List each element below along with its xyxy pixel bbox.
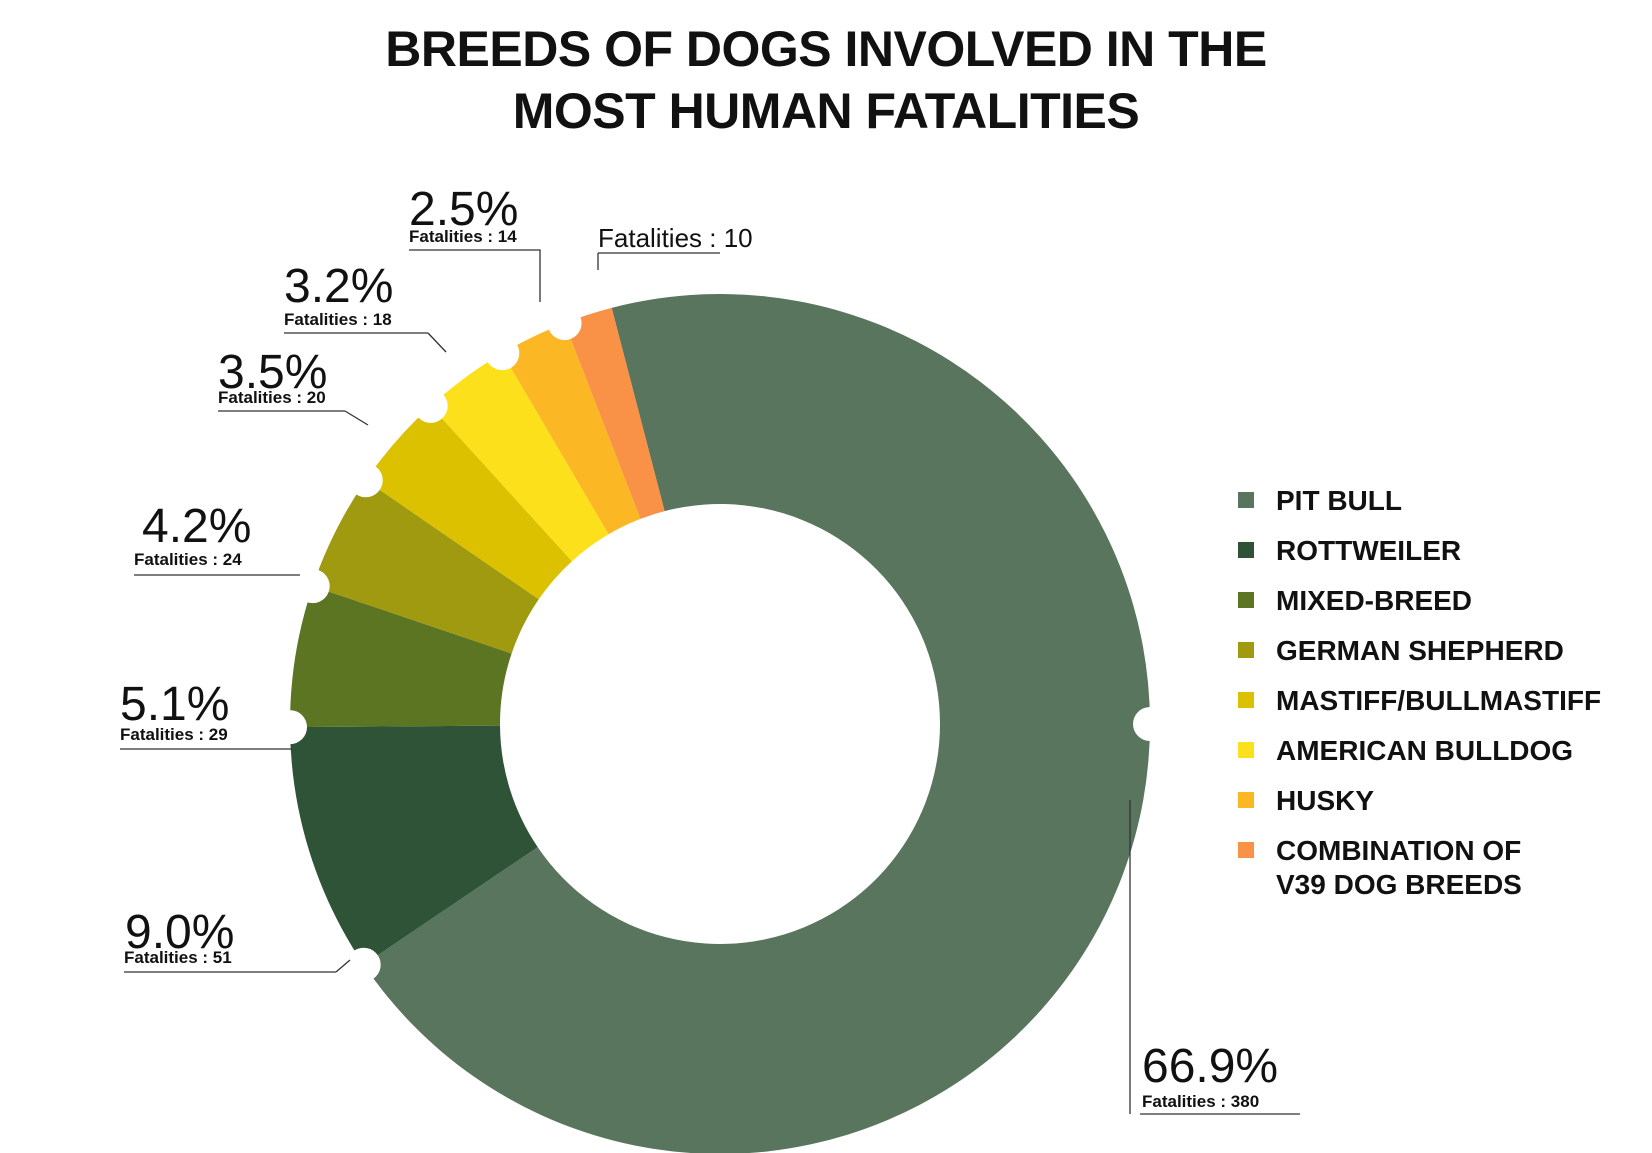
chart-title-line-1: BREEDS OF DOGS INVOLVED IN THE xyxy=(385,21,1267,77)
fatalities-label-pit-bull: Fatalities : 380 xyxy=(1142,1092,1259,1111)
legend-item-combination-of-v39-dog-breeds: COMBINATION OF V39 DOG BREEDS xyxy=(1238,834,1636,902)
legend: PIT BULL ROTTWEILER MIXED-BREED GERMAN SHEP… xyxy=(1238,484,1636,918)
legend-label-rottweiler: ROTTWEILER xyxy=(1276,535,1462,566)
notch-layer xyxy=(273,306,1167,982)
slice-husky xyxy=(502,323,641,535)
slice-pit-bull xyxy=(363,294,1150,1153)
chart-title-line-2: MOST HUMAN FATALITIES xyxy=(512,83,1140,139)
slice-german-shepherd xyxy=(312,480,539,654)
legend-swatch-mixed-breed xyxy=(1238,592,1254,608)
legend-label-mastiff-bullmastiff: MASTIFF/BULLMASTIFF xyxy=(1276,685,1602,716)
leader-line-rottweiler xyxy=(335,959,351,973)
legend-item-rottweiler: ROTTWEILER xyxy=(1238,534,1636,568)
notch-german-shepherd xyxy=(295,569,330,604)
slices-layer xyxy=(290,294,1150,1153)
legend-item-mixed-breed: MIXED-BREED xyxy=(1238,584,1636,618)
legend-item-pit-bull: PIT BULL xyxy=(1238,484,1636,518)
percent-label-pit-bull: 66.9% xyxy=(1142,1040,1278,1093)
legend-swatch-pit-bull xyxy=(1238,492,1254,508)
fatalities-label-husky: Fatalities : 14 xyxy=(409,227,517,246)
fatalities-label-combination-of-v39-dog-breeds: Fatalities : 10 xyxy=(598,223,753,253)
chart-title: BREEDS OF DOGS INVOLVED IN THE MOST HUMA… xyxy=(0,18,1652,142)
percent-label-mixed-breed: 5.1% xyxy=(120,678,229,731)
notch-rottweiler xyxy=(346,947,381,982)
legend-label-german-shepherd: GERMAN SHEPHERD xyxy=(1276,635,1564,666)
legend-item-american-bulldog: AMERICAN BULLDOG xyxy=(1238,734,1636,768)
notch-mastiff-bullmastiff xyxy=(348,463,383,498)
legend-label-mixed-breed: MIXED-BREED xyxy=(1276,585,1473,616)
notch-american-bulldog xyxy=(413,388,448,423)
leader-line-husky xyxy=(530,249,541,302)
leader-line-american-bulldog xyxy=(427,332,447,353)
legend-label-american-bulldog: AMERICAN BULLDOG xyxy=(1276,735,1574,766)
legend-label-husky: HUSKY xyxy=(1276,785,1375,816)
leader-line-mastiff-bullmastiff xyxy=(344,410,369,426)
slice-rottweiler xyxy=(290,725,538,965)
slice-combination-of-v39-dog-breeds xyxy=(564,307,665,519)
fatalities-label-mastiff-bullmastiff: Fatalities : 20 xyxy=(218,388,326,407)
legend-swatch-mastiff-bullmastiff xyxy=(1238,692,1254,708)
fatalities-label-german-shepherd: Fatalities : 24 xyxy=(134,550,242,569)
legend-item-mastiff-bullmastiff: MASTIFF/BULLMASTIFF xyxy=(1238,684,1636,718)
fatalities-label-american-bulldog: Fatalities : 18 xyxy=(284,310,392,329)
percent-label-german-shepherd: 4.2% xyxy=(142,500,251,553)
notch-pit-bull xyxy=(1133,707,1167,741)
legend-swatch-american-bulldog xyxy=(1238,742,1254,758)
legend-swatch-german-shepherd xyxy=(1238,642,1254,658)
slice-mixed-breed xyxy=(290,586,512,728)
notch-combination-of-v39-dog-breeds xyxy=(547,306,582,341)
percent-label-american-bulldog: 3.2% xyxy=(284,260,393,313)
fatalities-label-mixed-breed: Fatalities : 29 xyxy=(120,725,228,744)
slice-american-bulldog xyxy=(430,353,609,562)
legend-item-german-shepherd: GERMAN SHEPHERD xyxy=(1238,634,1636,668)
percent-label-husky: 2.5% xyxy=(409,183,518,236)
legend-swatch-combination-of-v39-dog-breeds xyxy=(1238,842,1254,858)
legend-label-pit-bull: PIT BULL xyxy=(1276,485,1402,516)
legend-swatch-rottweiler xyxy=(1238,542,1254,558)
percent-label-mastiff-bullmastiff: 3.5% xyxy=(218,346,327,399)
legend-swatch-husky xyxy=(1238,792,1254,808)
legend-item-husky: HUSKY xyxy=(1238,784,1636,818)
percent-label-rottweiler: 9.0% xyxy=(125,906,234,959)
fatalities-label-rottweiler: Fatalities : 51 xyxy=(124,948,232,967)
slice-mastiff-bullmastiff xyxy=(365,405,572,600)
legend-label-combination-of-v39-dog-breeds: COMBINATION OF V39 DOG BREEDS xyxy=(1276,835,1522,900)
labels-layer: 66.9%Fatalities : 380 9.0%Fatalities : 51… xyxy=(120,183,1300,1115)
notch-husky xyxy=(485,336,520,371)
notch-mixed-breed xyxy=(273,710,308,745)
